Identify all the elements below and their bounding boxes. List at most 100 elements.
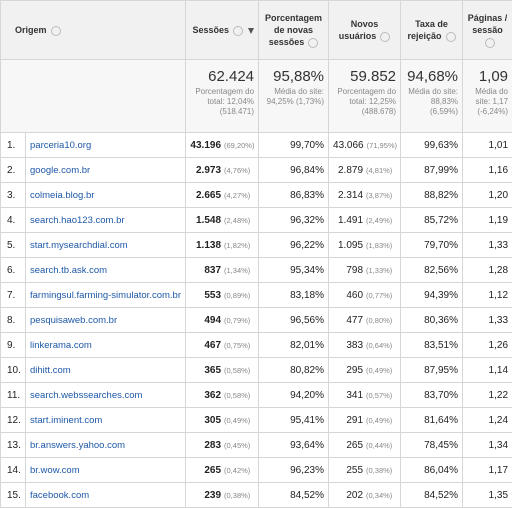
source-link[interactable]: start.mysearchdial.com: [30, 240, 128, 251]
totals-cell: 94,68%Média do site: 88,83% (6,59%): [401, 60, 463, 133]
source-link[interactable]: search.hao123.com.br: [30, 215, 125, 226]
new-users-cell: 295(0,49%): [329, 358, 401, 383]
new-users-value: 202: [346, 490, 363, 501]
total-value: 1,09: [467, 68, 508, 85]
new-users-share: (3,87%): [366, 191, 396, 200]
bounce-rate: 84,52%: [401, 483, 463, 508]
help-icon[interactable]: [485, 38, 495, 48]
row-rank: 10.: [1, 358, 26, 383]
row-rank: 3.: [1, 183, 26, 208]
source-cell: search.hao123.com.br: [26, 208, 186, 233]
source-link[interactable]: linkerama.com: [30, 340, 92, 351]
sessions-cell: 494(0,79%): [186, 308, 259, 333]
column-header[interactable]: Sessões: [186, 1, 259, 60]
sessions-share: (0,45%): [224, 441, 254, 450]
totals-cell: 95,88%Média do site: 94,25% (1,73%): [259, 60, 329, 133]
bounce-rate: 88,82%: [401, 183, 463, 208]
source-cell: google.com.br: [26, 158, 186, 183]
new-users-cell: 255(0,38%): [329, 458, 401, 483]
new-users-cell: 477(0,80%): [329, 308, 401, 333]
row-rank: 14.: [1, 458, 26, 483]
new-users-share: (0,49%): [366, 416, 396, 425]
new-sessions-pct: 96,32%: [259, 208, 329, 233]
sessions-value: 467: [204, 340, 221, 351]
new-users-value: 43.066: [333, 140, 364, 151]
help-icon[interactable]: [446, 32, 456, 42]
sessions-cell: 837(1,34%): [186, 258, 259, 283]
source-cell: farmingsul.farming-simulator.com.br: [26, 283, 186, 308]
help-icon[interactable]: [308, 38, 318, 48]
header-label: Taxa de rejeição: [408, 19, 448, 41]
new-sessions-pct: 83,18%: [259, 283, 329, 308]
totals-label-cell: [1, 60, 186, 133]
bounce-rate: 83,51%: [401, 333, 463, 358]
bounce-rate: 94,39%: [401, 283, 463, 308]
source-link[interactable]: dihitt.com: [30, 365, 71, 376]
help-icon[interactable]: [233, 26, 243, 36]
source-link[interactable]: facebook.com: [30, 490, 89, 501]
pages-per-session: 1,22: [463, 383, 512, 408]
column-header[interactable]: Páginas / sessão: [463, 1, 512, 60]
source-link[interactable]: google.com.br: [30, 165, 90, 176]
row-rank: 11.: [1, 383, 26, 408]
new-users-cell: 1.491(2,49%): [329, 208, 401, 233]
bounce-rate: 86,04%: [401, 458, 463, 483]
new-users-share: (0,77%): [366, 291, 396, 300]
help-icon[interactable]: [380, 32, 390, 42]
sessions-cell: 1.138(1,82%): [186, 233, 259, 258]
sessions-share: (1,82%): [224, 241, 254, 250]
pages-per-session: 1,14: [463, 358, 512, 383]
pages-per-session: 1,20: [463, 183, 512, 208]
sessions-value: 2.665: [196, 190, 221, 201]
row-rank: 8.: [1, 308, 26, 333]
source-link[interactable]: search.tb.ask.com: [30, 265, 107, 276]
new-users-value: 383: [346, 340, 363, 351]
source-link[interactable]: start.iminent.com: [30, 415, 102, 426]
source-link[interactable]: br.wow.com: [30, 465, 80, 476]
source-link[interactable]: colmeia.blog.br: [30, 190, 94, 201]
source-link[interactable]: br.answers.yahoo.com: [30, 440, 125, 451]
sessions-cell: 43.196(69,20%): [186, 133, 259, 158]
sessions-cell: 239(0,38%): [186, 483, 259, 508]
sessions-value: 553: [204, 290, 221, 301]
sessions-share: (4,27%): [224, 191, 254, 200]
new-users-cell: 291(0,49%): [329, 408, 401, 433]
new-users-cell: 383(0,64%): [329, 333, 401, 358]
pages-per-session: 1,24: [463, 408, 512, 433]
new-users-share: (0,44%): [366, 441, 396, 450]
column-header[interactable]: Novos usuários: [329, 1, 401, 60]
bounce-rate: 82,56%: [401, 258, 463, 283]
source-cell: pesquisaweb.com.br: [26, 308, 186, 333]
pages-per-session: 1,33: [463, 308, 512, 333]
row-rank: 7.: [1, 283, 26, 308]
help-icon[interactable]: [51, 26, 61, 36]
source-link[interactable]: farmingsul.farming-simulator.com.br: [30, 290, 181, 301]
new-sessions-pct: 82,01%: [259, 333, 329, 358]
header-label: Novos usuários: [339, 19, 379, 41]
source-cell: parceria10.org: [26, 133, 186, 158]
new-users-cell: 2.314(3,87%): [329, 183, 401, 208]
column-header[interactable]: Porcentagem de novas sessões: [259, 1, 329, 60]
source-cell: linkerama.com: [26, 333, 186, 358]
sessions-share: (4,76%): [224, 166, 254, 175]
total-value: 94,68%: [405, 68, 458, 85]
column-header[interactable]: Origem: [1, 1, 186, 60]
pages-per-session: 1,12: [463, 283, 512, 308]
new-sessions-pct: 80,82%: [259, 358, 329, 383]
source-link[interactable]: pesquisaweb.com.br: [30, 315, 117, 326]
bounce-rate: 79,70%: [401, 233, 463, 258]
source-link[interactable]: search.webssearches.com: [30, 390, 142, 401]
sessions-cell: 362(0,58%): [186, 383, 259, 408]
new-users-value: 295: [346, 365, 363, 376]
source-link[interactable]: parceria10.org: [30, 140, 91, 151]
new-users-cell: 265(0,44%): [329, 433, 401, 458]
source-cell: start.iminent.com: [26, 408, 186, 433]
column-header[interactable]: Taxa de rejeição: [401, 1, 463, 60]
